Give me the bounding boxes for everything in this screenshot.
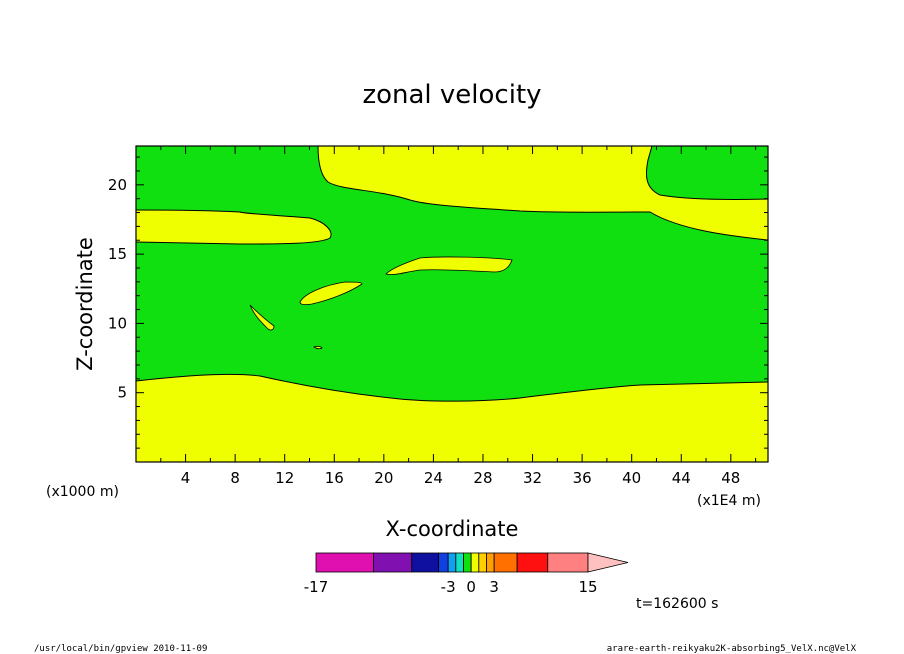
colorbar-bin bbox=[516, 552, 549, 573]
colorbar-bin bbox=[315, 552, 374, 573]
colorbar-bin bbox=[470, 552, 480, 573]
footer-right: arare-earth-reikyaku2K-absorbing5_VelX.n… bbox=[607, 644, 857, 654]
contour-line-upper-right bbox=[646, 146, 768, 201]
colorbar: -17 -3 0 3 15 bbox=[304, 552, 629, 596]
colorbar-tick-label: 0 bbox=[466, 578, 476, 596]
y-axis-label: Z-coordinate bbox=[73, 237, 97, 371]
contour-line-upper-mid bbox=[317, 146, 768, 241]
colorbar-bin bbox=[493, 552, 518, 573]
time-label: t=162600 s bbox=[636, 596, 718, 612]
contour-line-upper bbox=[136, 209, 332, 245]
contour-line-lower bbox=[136, 373, 768, 402]
positive-lens-4 bbox=[313, 345, 323, 350]
x-axis-label: X-coordinate bbox=[386, 517, 519, 541]
positive-lens-2 bbox=[299, 281, 363, 305]
x-axis-ticks: 4 8 12 16 20 24 28 32 36 40 44 48 bbox=[160, 146, 757, 487]
colorbar-tick-label: 15 bbox=[578, 578, 597, 596]
colorbar-bin bbox=[486, 552, 495, 573]
footer-left: /usr/local/bin/gpview 2010-11-09 bbox=[34, 644, 207, 654]
x-tick-label: 20 bbox=[374, 469, 393, 487]
x-tick-label: 24 bbox=[424, 469, 443, 487]
colorbar-tick-label: 3 bbox=[489, 578, 499, 596]
y-tick-label: 15 bbox=[108, 245, 127, 263]
colorbar-bin bbox=[411, 552, 439, 573]
colorbar-bin bbox=[547, 552, 589, 573]
x-tick-label: 32 bbox=[523, 469, 542, 487]
colorbar-bin bbox=[373, 552, 413, 573]
colorbar-bin bbox=[438, 552, 449, 573]
y-tick-label: 10 bbox=[108, 314, 127, 332]
x-unit-label: (x1E4 m) bbox=[697, 493, 761, 509]
x-tick-label: 40 bbox=[622, 469, 641, 487]
x-tick-label: 44 bbox=[672, 469, 691, 487]
positive-lens-3 bbox=[249, 304, 275, 331]
colorbar-tick-label: -3 bbox=[441, 578, 456, 596]
x-tick-label: 8 bbox=[230, 469, 240, 487]
negative-velocity-upper-right bbox=[646, 146, 768, 200]
x-tick-label: 28 bbox=[473, 469, 492, 487]
colorbar-bin bbox=[455, 552, 464, 573]
colorbar-arrow bbox=[587, 552, 629, 573]
x-tick-label: 48 bbox=[721, 469, 740, 487]
y-axis-ticks: 5 10 15 20 bbox=[108, 156, 768, 449]
y-tick-label: 5 bbox=[117, 384, 127, 402]
plot-frame bbox=[135, 145, 769, 463]
colorbar-bin bbox=[447, 552, 457, 573]
positive-lens-1 bbox=[385, 256, 513, 275]
x-tick-label: 4 bbox=[181, 469, 191, 487]
x-tick-label: 12 bbox=[275, 469, 294, 487]
negative-velocity-region bbox=[136, 146, 768, 402]
colorbar-bin bbox=[463, 552, 472, 573]
colorbar-tick-label: -17 bbox=[304, 578, 329, 596]
x-tick-label: 16 bbox=[325, 469, 344, 487]
y-unit-label: (x1000 m) bbox=[46, 484, 119, 500]
colorbar-bin bbox=[478, 552, 487, 573]
x-tick-label: 36 bbox=[573, 469, 592, 487]
y-tick-label: 20 bbox=[108, 176, 127, 194]
chart-title: zonal velocity bbox=[362, 80, 541, 110]
